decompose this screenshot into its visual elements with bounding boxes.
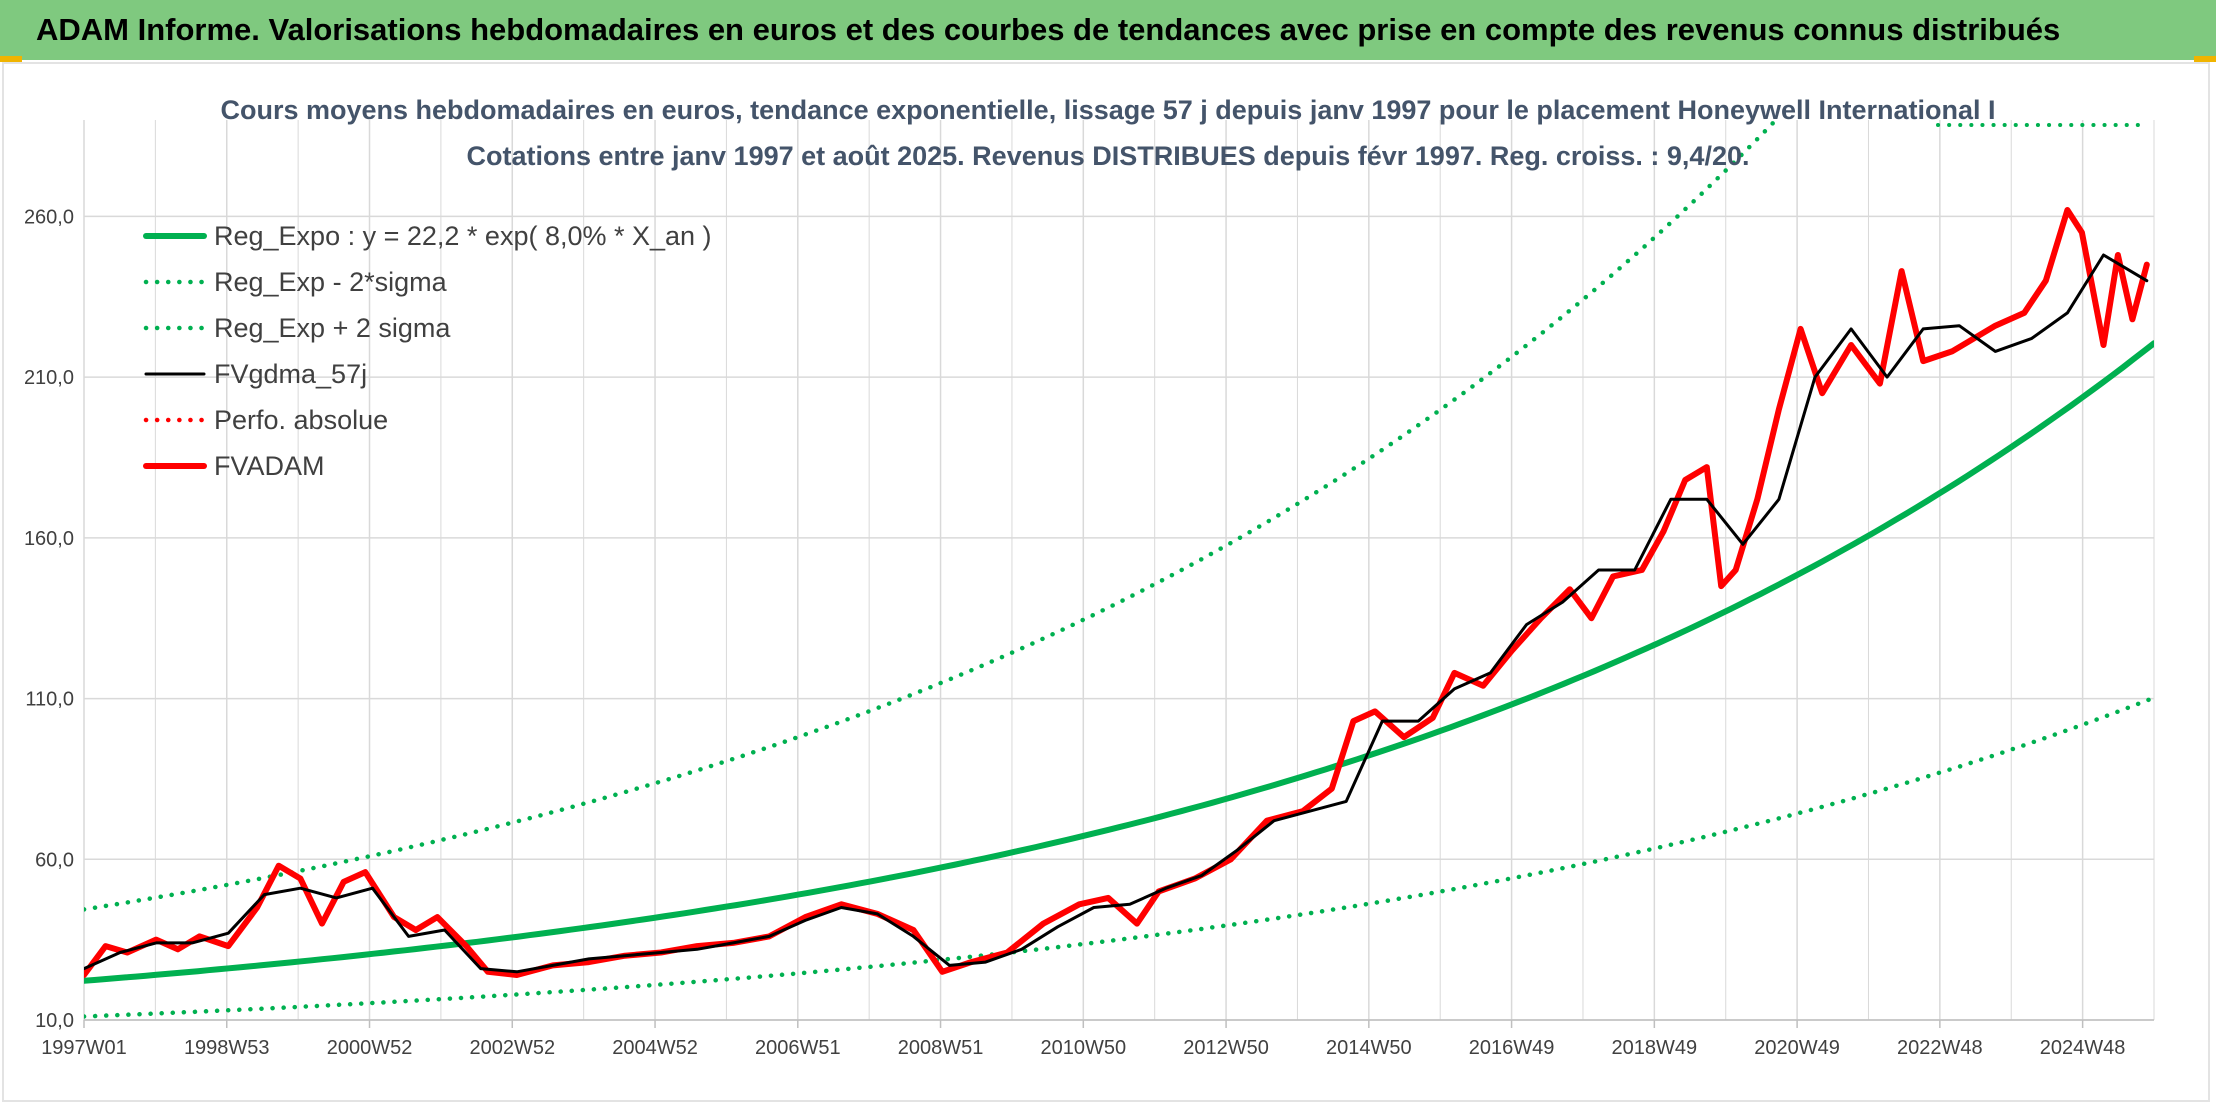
series-line-3 — [84, 253, 2149, 974]
x-tick-label: 2016W49 — [1469, 1037, 1555, 1059]
banner-corner-right — [2194, 56, 2216, 62]
chart-grid — [83, 120, 2155, 1021]
x-tick-label: 2004W52 — [612, 1037, 698, 1059]
banner-corner-left — [0, 56, 22, 62]
x-tick-label: 2018W49 — [1612, 1037, 1698, 1059]
y-tick-label: 210,0 — [24, 367, 74, 389]
x-tick-label: 2010W50 — [1040, 1037, 1126, 1059]
y-tick-label: 160,0 — [24, 528, 74, 550]
chart-frame — [2, 62, 2210, 1102]
legend-label: Reg_Expo : y = 22,2 * exp( 8,0% * X_an ) — [214, 221, 712, 251]
x-axis-ticks: 1997W01 1998W53 2000W52 2002W52 2004W52 2006W… — [41, 1019, 2154, 1059]
y-axis-ticks: 10,0 60,0 110,0 160,0 210,0 260,0 — [24, 206, 74, 1032]
chart-subtitle: Cotations entre janv 1997 et août 2025. … — [467, 141, 1750, 171]
y-tick-label: 60,0 — [35, 849, 74, 871]
x-tick-label: 2022W48 — [1897, 1037, 1983, 1059]
chart-series-layer — [84, 120, 2154, 1019]
x-tick-label: 2012W50 — [1183, 1037, 1269, 1059]
x-tick-label: 1997W01 — [41, 1037, 127, 1059]
legend-label: Reg_Exp + 2 sigma — [214, 313, 451, 343]
y-tick-label: 110,0 — [25, 689, 74, 711]
legend-label: FVgdma_57j — [214, 359, 367, 389]
x-tick-label: 2020W49 — [1754, 1037, 1840, 1059]
report-banner-title: ADAM Informe. Valorisations hebdomadaire… — [0, 0, 2216, 60]
chart-title: Cours moyens hebdomadaires en euros, ten… — [220, 95, 1995, 125]
legend-label: Perfo. absolue — [214, 405, 388, 435]
x-tick-label: 2000W52 — [327, 1037, 413, 1059]
chart-legend: Reg_Expo : y = 22,2 * exp( 8,0% * X_an )… — [143, 221, 712, 481]
y-tick-label: 10,0 — [35, 1010, 74, 1032]
x-tick-label: 2024W48 — [2040, 1037, 2126, 1059]
x-tick-label: 2008W51 — [898, 1037, 984, 1059]
series-line-1 — [84, 695, 2154, 1019]
x-tick-label: 1998W53 — [184, 1037, 270, 1059]
x-tick-label: 2006W51 — [755, 1037, 841, 1059]
series-line-2 — [84, 120, 1780, 912]
series-line-0 — [84, 340, 2154, 984]
x-tick-label: 2002W52 — [469, 1037, 555, 1059]
legend-label: Reg_Exp - 2*sigma — [214, 267, 448, 297]
x-tick-label: 2014W50 — [1326, 1037, 1412, 1059]
y-tick-label: 260,0 — [24, 206, 74, 228]
legend-label: FVADAM — [214, 451, 325, 481]
